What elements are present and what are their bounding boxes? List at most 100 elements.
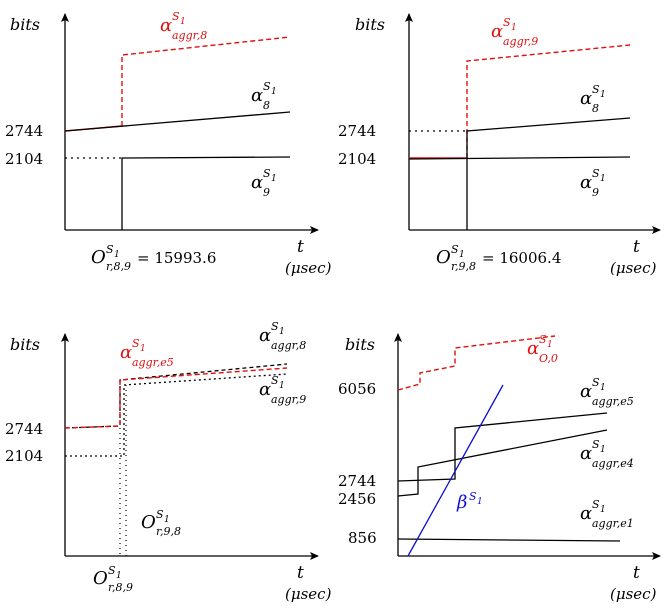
panel-3-label-aggr-e5: α S 1 aggr,e5: [120, 337, 174, 369]
svg-text:S: S: [592, 83, 600, 96]
svg-text:S: S: [592, 376, 600, 389]
svg-text:1: 1: [600, 505, 606, 515]
panel-2: bits t (μsec) 2744 2104 α S 1 aggr,9 α S…: [338, 13, 661, 277]
svg-text:S: S: [503, 16, 511, 29]
svg-text:S: S: [271, 320, 279, 333]
svg-text:aggr,8: aggr,8: [271, 339, 306, 352]
svg-text:1: 1: [114, 250, 120, 260]
panel-4-ytick-2456: 2456: [338, 490, 376, 508]
svg-text:α: α: [251, 172, 263, 193]
svg-text:α: α: [580, 381, 592, 402]
svg-text:r,8,9: r,8,9: [108, 581, 133, 594]
panel-3: bits t (μsec) 2744 2104 α S 1 aggr,e5 α …: [5, 320, 332, 603]
panel-1-label-alpha9: α S 1 9: [251, 167, 277, 199]
panel-2-curve-alpha8: [466, 117, 631, 230]
svg-text:α: α: [580, 443, 592, 464]
svg-text:aggr,9: aggr,9: [271, 393, 306, 406]
panel-4: bits t (μsec) 6056 2744 2456 856 α S 1 O…: [338, 333, 661, 603]
svg-text:1: 1: [164, 515, 170, 525]
panel-4-ytick-2744: 2744: [338, 472, 376, 490]
svg-text:S: S: [263, 167, 271, 180]
svg-text:S: S: [132, 337, 140, 350]
svg-text:S: S: [592, 167, 600, 180]
svg-text:S: S: [172, 10, 180, 23]
svg-text:r,8,9: r,8,9: [106, 260, 131, 273]
svg-text:1: 1: [180, 17, 186, 27]
panel-4-label-aggr-e1: α S 1 aggr,e1: [580, 498, 634, 530]
panel-2-x-unit: (μsec): [610, 259, 657, 277]
svg-text:1: 1: [477, 497, 483, 507]
svg-text:S: S: [156, 508, 164, 521]
panel-2-ytick-2744: 2744: [338, 122, 376, 140]
svg-text:1: 1: [279, 327, 285, 337]
svg-text:1: 1: [279, 381, 285, 391]
svg-text:O: O: [141, 512, 156, 533]
panel-3-ytick-2744: 2744: [5, 420, 43, 438]
panel-3-x-axis-label: t: [297, 563, 304, 583]
panel-2-y-axis-label: bits: [355, 15, 385, 34]
panel-3-label-aggr8: α S 1 aggr,8: [259, 320, 306, 352]
svg-text:α: α: [580, 88, 592, 109]
svg-text:= 15993.6: = 15993.6: [137, 249, 216, 267]
panel-4-curve-beta: [407, 384, 504, 557]
svg-text:S: S: [108, 564, 116, 577]
panel-1-ytick-2104: 2104: [5, 150, 43, 168]
svg-text:S: S: [451, 243, 459, 256]
svg-text:aggr,9: aggr,9: [503, 35, 538, 48]
panel-4-label-aggr-e5: α S 1 aggr,e5: [580, 376, 634, 408]
svg-text:α: α: [259, 379, 271, 400]
panel-4-curve-alpha-o0-red: [397, 335, 556, 391]
panel-1-x-unit: (μsec): [285, 259, 332, 277]
svg-text:α: α: [527, 338, 539, 359]
svg-text:S: S: [469, 490, 477, 503]
svg-text:α: α: [120, 342, 132, 363]
svg-text:O: O: [91, 247, 106, 268]
svg-text:α: α: [160, 15, 172, 36]
panel-4-x-axis-label: t: [633, 563, 640, 583]
svg-text:8: 8: [263, 99, 270, 112]
panel-2-label-alpha9: α S 1 9: [580, 167, 606, 199]
svg-text:aggr,e1: aggr,e1: [592, 517, 634, 530]
panel-2-curve-aggr9-red-dashed: [466, 44, 631, 158]
panel-3-x-unit: (μsec): [285, 585, 332, 603]
svg-text:α: α: [491, 21, 503, 42]
svg-text:S: S: [106, 243, 114, 256]
panel-4-y-axis-label: bits: [345, 335, 375, 354]
panel-3-offset-label-r98: O S 1 r,9,8: [141, 508, 181, 538]
panel-1: bits t (μsec) 2744 2104 α S 1 aggr,8 α S…: [5, 10, 332, 277]
svg-text:S: S: [263, 80, 271, 93]
svg-text:aggr,8: aggr,8: [172, 29, 207, 42]
svg-text:α: α: [259, 325, 271, 346]
svg-text:9: 9: [592, 186, 599, 199]
svg-text:aggr,e4: aggr,e4: [592, 457, 634, 470]
panel-3-curve-aggr9: [65, 373, 288, 457]
svg-text:S: S: [592, 438, 600, 451]
svg-text:α: α: [251, 85, 263, 106]
panel-1-label-aggr8: α S 1 aggr,8: [160, 10, 207, 42]
svg-text:α: α: [580, 503, 592, 524]
panel-3-offset-label-r89: O S 1 r,8,9: [93, 564, 133, 594]
panel-2-x-axis-label: t: [633, 237, 640, 257]
panel-3-curve-aggr-e5-red: [64, 367, 288, 429]
svg-text:1: 1: [600, 383, 606, 393]
panel-3-ytick-2104: 2104: [5, 447, 43, 465]
svg-text:9: 9: [263, 186, 270, 199]
svg-text:S: S: [539, 333, 547, 346]
panel-2-offset-label: O S 1 r,9,8 = 16006.4: [436, 243, 561, 273]
panel-1-offset-label: O S 1 r,8,9 = 15993.6: [91, 243, 216, 273]
panel-1-label-alpha8: α S 1 8: [251, 80, 277, 112]
svg-text:r,9,8: r,9,8: [156, 525, 181, 538]
panel-4-ytick-6056: 6056: [338, 380, 376, 398]
panel-4-label-aggr-e4: α S 1 aggr,e4: [580, 438, 634, 470]
svg-text:= 16006.4: = 16006.4: [482, 249, 561, 267]
svg-text:r,9,8: r,9,8: [451, 260, 476, 273]
svg-text:1: 1: [511, 23, 517, 33]
svg-text:1: 1: [271, 87, 277, 97]
panel-3-y-axis-label: bits: [10, 335, 40, 354]
svg-text:8: 8: [592, 102, 599, 115]
svg-text:O,0: O,0: [539, 352, 558, 365]
panel-3-curve-aggr8: [64, 363, 288, 429]
svg-text:1: 1: [600, 445, 606, 455]
svg-text:1: 1: [600, 90, 606, 100]
